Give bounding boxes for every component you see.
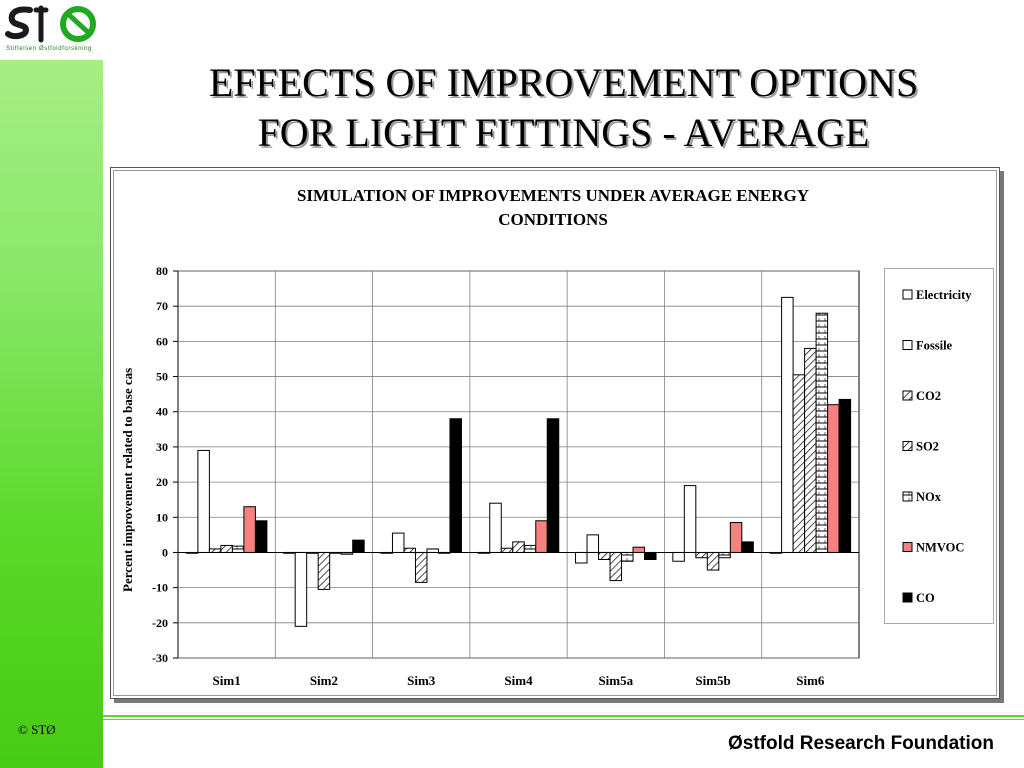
- footer-organization: Østfold Research Foundation: [727, 733, 994, 754]
- legend-box: [884, 268, 994, 624]
- y-tick-label: 70: [156, 299, 168, 313]
- bar-co2-sim4: [500, 547, 514, 553]
- bar-electricity-sim5a: [575, 551, 588, 564]
- y-tick-label: 10: [156, 510, 168, 524]
- bar-so2-sim5b: [706, 551, 720, 571]
- bar-co2-sim5b: [695, 551, 708, 559]
- bar-so2-sim4: [512, 541, 525, 553]
- y-tick-label: 30: [156, 440, 168, 454]
- bar-nox-sim1: [231, 545, 245, 553]
- legend-swatch: [902, 340, 913, 350]
- legend-swatch: [902, 592, 913, 603]
- y-tick-label: -20: [152, 616, 168, 630]
- bar-fossile-sim4: [489, 502, 502, 553]
- bar-co-sim4: [546, 418, 560, 553]
- footer-divider-thin: [103, 719, 1024, 720]
- bar-so2-sim1: [220, 544, 233, 553]
- bar-fossile-sim2: [294, 551, 308, 627]
- x-tick-label: Sim2: [310, 673, 338, 688]
- slide-title: EFFECTS OF IMPROVEMENT OPTIONS FOR LIGHT…: [103, 58, 1024, 158]
- legend-swatch: [902, 289, 913, 300]
- x-tick-label: Sim3: [407, 673, 436, 688]
- bar-co2-sim6: [792, 374, 806, 553]
- slide-title-line-2: FOR LIGHT FITTINGS - AVERAGE: [257, 110, 870, 155]
- bar-nox-sim6: [815, 312, 829, 553]
- x-tick-label: Sim6: [796, 673, 825, 688]
- chart-title-line-1: SIMULATION OF IMPROVEMENTS UNDER AVERAGE…: [296, 186, 810, 205]
- y-tick-label: 50: [156, 370, 168, 384]
- bar-so2-sim6: [804, 347, 817, 553]
- bar-so2-sim2: [317, 551, 331, 590]
- bar-nmvoc-sim1: [243, 506, 256, 553]
- logo: Stiftelsen Østfoldforskning: [0, 0, 103, 60]
- logo-subtitle: Stiftelsen Østfoldforskning: [6, 46, 92, 52]
- slide-title-line-1: EFFECTS OF IMPROVEMENT OPTIONS: [208, 60, 919, 105]
- bar-co-sim5b: [741, 541, 754, 553]
- legend-label: Electricity: [916, 288, 972, 302]
- bar-co-sim3: [449, 418, 462, 553]
- y-tick-label: 60: [156, 334, 168, 348]
- bar-co2-sim5a: [598, 551, 611, 560]
- bar-nmvoc-sim4: [535, 520, 548, 553]
- legend-swatch: [902, 542, 913, 552]
- bar-nox-sim3: [426, 548, 439, 553]
- bar-nox-sim4: [523, 544, 537, 553]
- y-axis-label: Percent improvement related to base cas: [120, 368, 135, 592]
- bar-fossile-sim5b: [683, 485, 697, 553]
- plot-area: [177, 270, 860, 659]
- y-tick-label: -30: [152, 651, 168, 665]
- bar-nmvoc-sim5b: [729, 522, 743, 553]
- chart-title: SIMULATION OF IMPROVEMENTS UNDER AVERAGE…: [120, 184, 986, 232]
- bar-co-sim5a: [644, 551, 657, 560]
- legend-label: CO: [916, 591, 935, 605]
- y-tick-label: 40: [156, 405, 168, 419]
- x-tick-label: Sim4: [504, 673, 533, 688]
- bar-fossile-sim6: [781, 296, 794, 553]
- bar-so2-sim3: [414, 551, 428, 583]
- legend-swatch: [902, 390, 913, 401]
- footer-divider: [103, 715, 1024, 717]
- y-tick-label: 0: [162, 545, 168, 559]
- legend-label: NOx: [916, 490, 942, 504]
- y-tick-label: -10: [152, 581, 168, 595]
- legend-swatch: [902, 491, 913, 502]
- bar-nmvoc-sim6: [827, 404, 840, 553]
- bar-nmvoc-sim5a: [632, 546, 646, 553]
- legend-swatch: [902, 441, 913, 451]
- bar-co-sim1: [254, 520, 268, 553]
- x-tick-label: Sim5b: [695, 673, 730, 688]
- bar-co-sim6: [838, 398, 852, 553]
- chart-title-line-2: CONDITIONS: [498, 210, 608, 229]
- bar-co-sim2: [352, 539, 365, 553]
- bar-so2-sim5a: [609, 551, 623, 582]
- legend-label: Fossile: [916, 339, 953, 353]
- bar-co2-sim1: [208, 548, 222, 553]
- y-tick-label: 80: [156, 264, 168, 278]
- bar-nox-sim5b: [718, 551, 731, 559]
- legend-label: SO2: [916, 440, 939, 454]
- sto-logo-icon: [5, 5, 96, 43]
- sidebar-band: [0, 0, 103, 768]
- bar-fossile-sim3: [391, 532, 405, 553]
- bar-fossile-sim1: [197, 449, 210, 553]
- y-tick-label: 20: [156, 475, 168, 489]
- bar-electricity-sim5b: [672, 551, 685, 562]
- bar-nox-sim5a: [621, 551, 634, 562]
- legend-label: NMVOC: [916, 541, 964, 555]
- x-tick-label: Sim5a: [598, 673, 633, 688]
- copyright-text: © STØ: [18, 722, 56, 737]
- legend-label: CO2: [916, 389, 941, 403]
- bar-fossile-sim5a: [586, 534, 600, 553]
- x-tick-label: Sim1: [213, 673, 241, 688]
- bar-co2-sim3: [403, 547, 416, 553]
